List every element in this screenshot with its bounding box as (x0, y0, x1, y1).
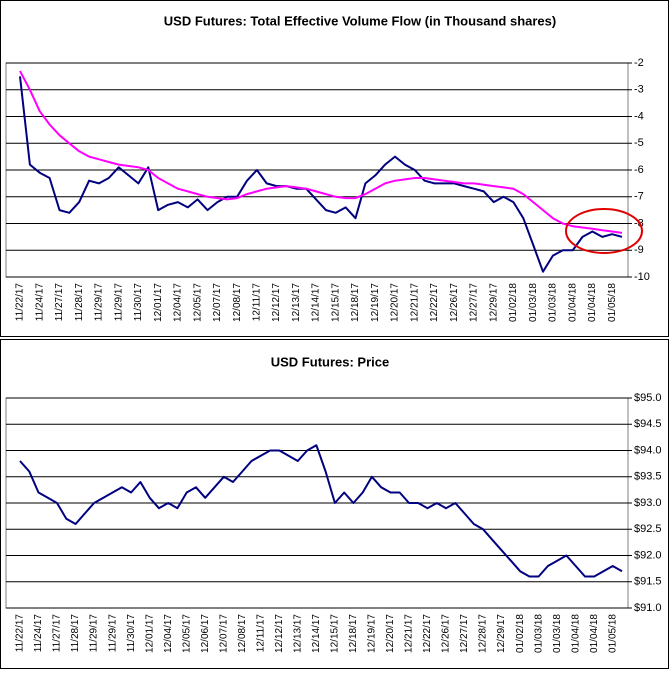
x-tick-label: 11/29/17 (94, 283, 105, 322)
y-tick-label: $93.5 (634, 471, 662, 483)
x-tick-label: 12/27/17 (459, 614, 470, 653)
x-tick-label: 01/02/18 (515, 614, 526, 653)
x-tick-label: 11/27/17 (54, 283, 65, 322)
y-tick-label: $95.0 (634, 392, 662, 404)
x-tick-label: 12/14/17 (311, 614, 322, 653)
x-tick-label: 12/18/17 (350, 283, 361, 322)
x-tick-label: 11/29/17 (107, 614, 118, 653)
y-tick-label: $92.0 (634, 549, 662, 561)
y-tick-label: $91.0 (634, 602, 662, 614)
y-tick-label: -5 (634, 137, 644, 149)
x-tick-label: 11/24/17 (34, 283, 45, 322)
x-tick-label: 12/04/17 (173, 283, 184, 322)
x-tick-label: 11/30/17 (126, 614, 137, 653)
x-tick-label: 12/20/17 (390, 283, 401, 322)
y-tick-label: $91.5 (634, 576, 662, 588)
y-tick-label: -10 (634, 271, 650, 283)
x-tick-label: 12/05/17 (181, 614, 192, 653)
x-tick-label: 12/19/17 (370, 283, 381, 322)
x-tick-label: 11/30/17 (133, 283, 144, 322)
x-tick-label: 12/27/17 (469, 283, 480, 322)
x-tick-label: 01/05/18 (607, 283, 618, 322)
data-line (19, 444, 623, 578)
y-tick-label: -7 (634, 191, 644, 203)
x-tick-label: 11/27/17 (52, 614, 63, 653)
x-tick-label: 01/03/18 (528, 283, 539, 322)
x-tick-label: 12/20/17 (385, 614, 396, 653)
x-tick-label: 12/22/17 (422, 614, 433, 653)
chart-title: USD Futures: Price (271, 354, 389, 369)
x-tick-label: 01/05/18 (607, 614, 618, 653)
x-tick-label: 12/28/17 (478, 614, 489, 653)
x-tick-label: 01/04/18 (589, 614, 600, 653)
x-tick-label: 11/22/17 (15, 283, 26, 322)
y-tick-label: $94.0 (634, 444, 662, 456)
x-tick-label: 01/03/18 (548, 283, 559, 322)
x-tick-label: 12/22/17 (429, 283, 440, 322)
x-tick-label: 11/28/17 (74, 283, 85, 322)
x-tick-label: 12/07/17 (212, 283, 223, 322)
x-tick-label: 12/01/17 (144, 614, 155, 653)
x-tick-label: 01/04/18 (587, 283, 598, 322)
x-tick-label: 11/29/17 (113, 283, 124, 322)
x-tick-label: 11/28/17 (70, 614, 81, 653)
x-tick-label: 12/26/17 (441, 614, 452, 653)
y-tick-label: $93.0 (634, 497, 662, 509)
x-tick-label: 12/11/17 (251, 283, 262, 322)
y-tick-label: -3 (634, 84, 644, 96)
x-tick-label: 12/13/17 (291, 283, 302, 322)
x-tick-label: 12/08/17 (232, 283, 243, 322)
x-tick-label: 11/29/17 (89, 614, 100, 653)
x-tick-label: 12/29/17 (488, 283, 499, 322)
x-tick-label: 12/06/17 (200, 614, 211, 653)
x-tick-label: 12/21/17 (404, 614, 415, 653)
x-tick-label: 12/08/17 (237, 614, 248, 653)
x-tick-label: 12/19/17 (367, 614, 378, 653)
highlight-ellipse (565, 208, 643, 254)
x-tick-label: 01/03/18 (533, 614, 544, 653)
y-tick-label: $92.5 (634, 523, 662, 535)
x-tick-label: 11/24/17 (33, 614, 44, 653)
x-tick-label: 01/03/18 (552, 614, 563, 653)
y-tick-label: -4 (634, 110, 644, 122)
x-tick-label: 12/01/17 (153, 283, 164, 322)
x-tick-label: 12/12/17 (271, 283, 282, 322)
y-tick-label: -9 (634, 244, 644, 256)
x-tick-label: 12/29/17 (496, 614, 507, 653)
x-tick-label: 12/14/17 (311, 283, 322, 322)
y-tick-label: -2 (634, 57, 644, 69)
x-tick-label: 12/12/17 (274, 614, 285, 653)
x-tick-label: 12/18/17 (348, 614, 359, 653)
x-tick-label: 12/13/17 (292, 614, 303, 653)
x-tick-label: 01/02/18 (508, 283, 519, 322)
x-tick-label: 12/26/17 (449, 283, 460, 322)
x-tick-label: 12/04/17 (163, 614, 174, 653)
x-tick-label: 01/04/18 (570, 614, 581, 653)
data-line (19, 76, 623, 273)
x-tick-label: 12/11/17 (255, 614, 266, 653)
x-tick-label: 12/05/17 (192, 283, 203, 322)
y-tick-label: $94.5 (634, 418, 662, 430)
data-line (19, 70, 623, 234)
x-tick-label: 12/15/17 (330, 614, 341, 653)
x-tick-label: 12/21/17 (409, 283, 420, 322)
y-tick-label: -6 (634, 164, 644, 176)
chart-title: USD Futures: Total Effective Volume Flow… (164, 13, 556, 28)
x-tick-label: 12/15/17 (330, 283, 341, 322)
x-tick-label: 12/07/17 (218, 614, 229, 653)
x-tick-label: 01/04/18 (567, 283, 578, 322)
x-tick-label: 11/22/17 (15, 614, 26, 653)
